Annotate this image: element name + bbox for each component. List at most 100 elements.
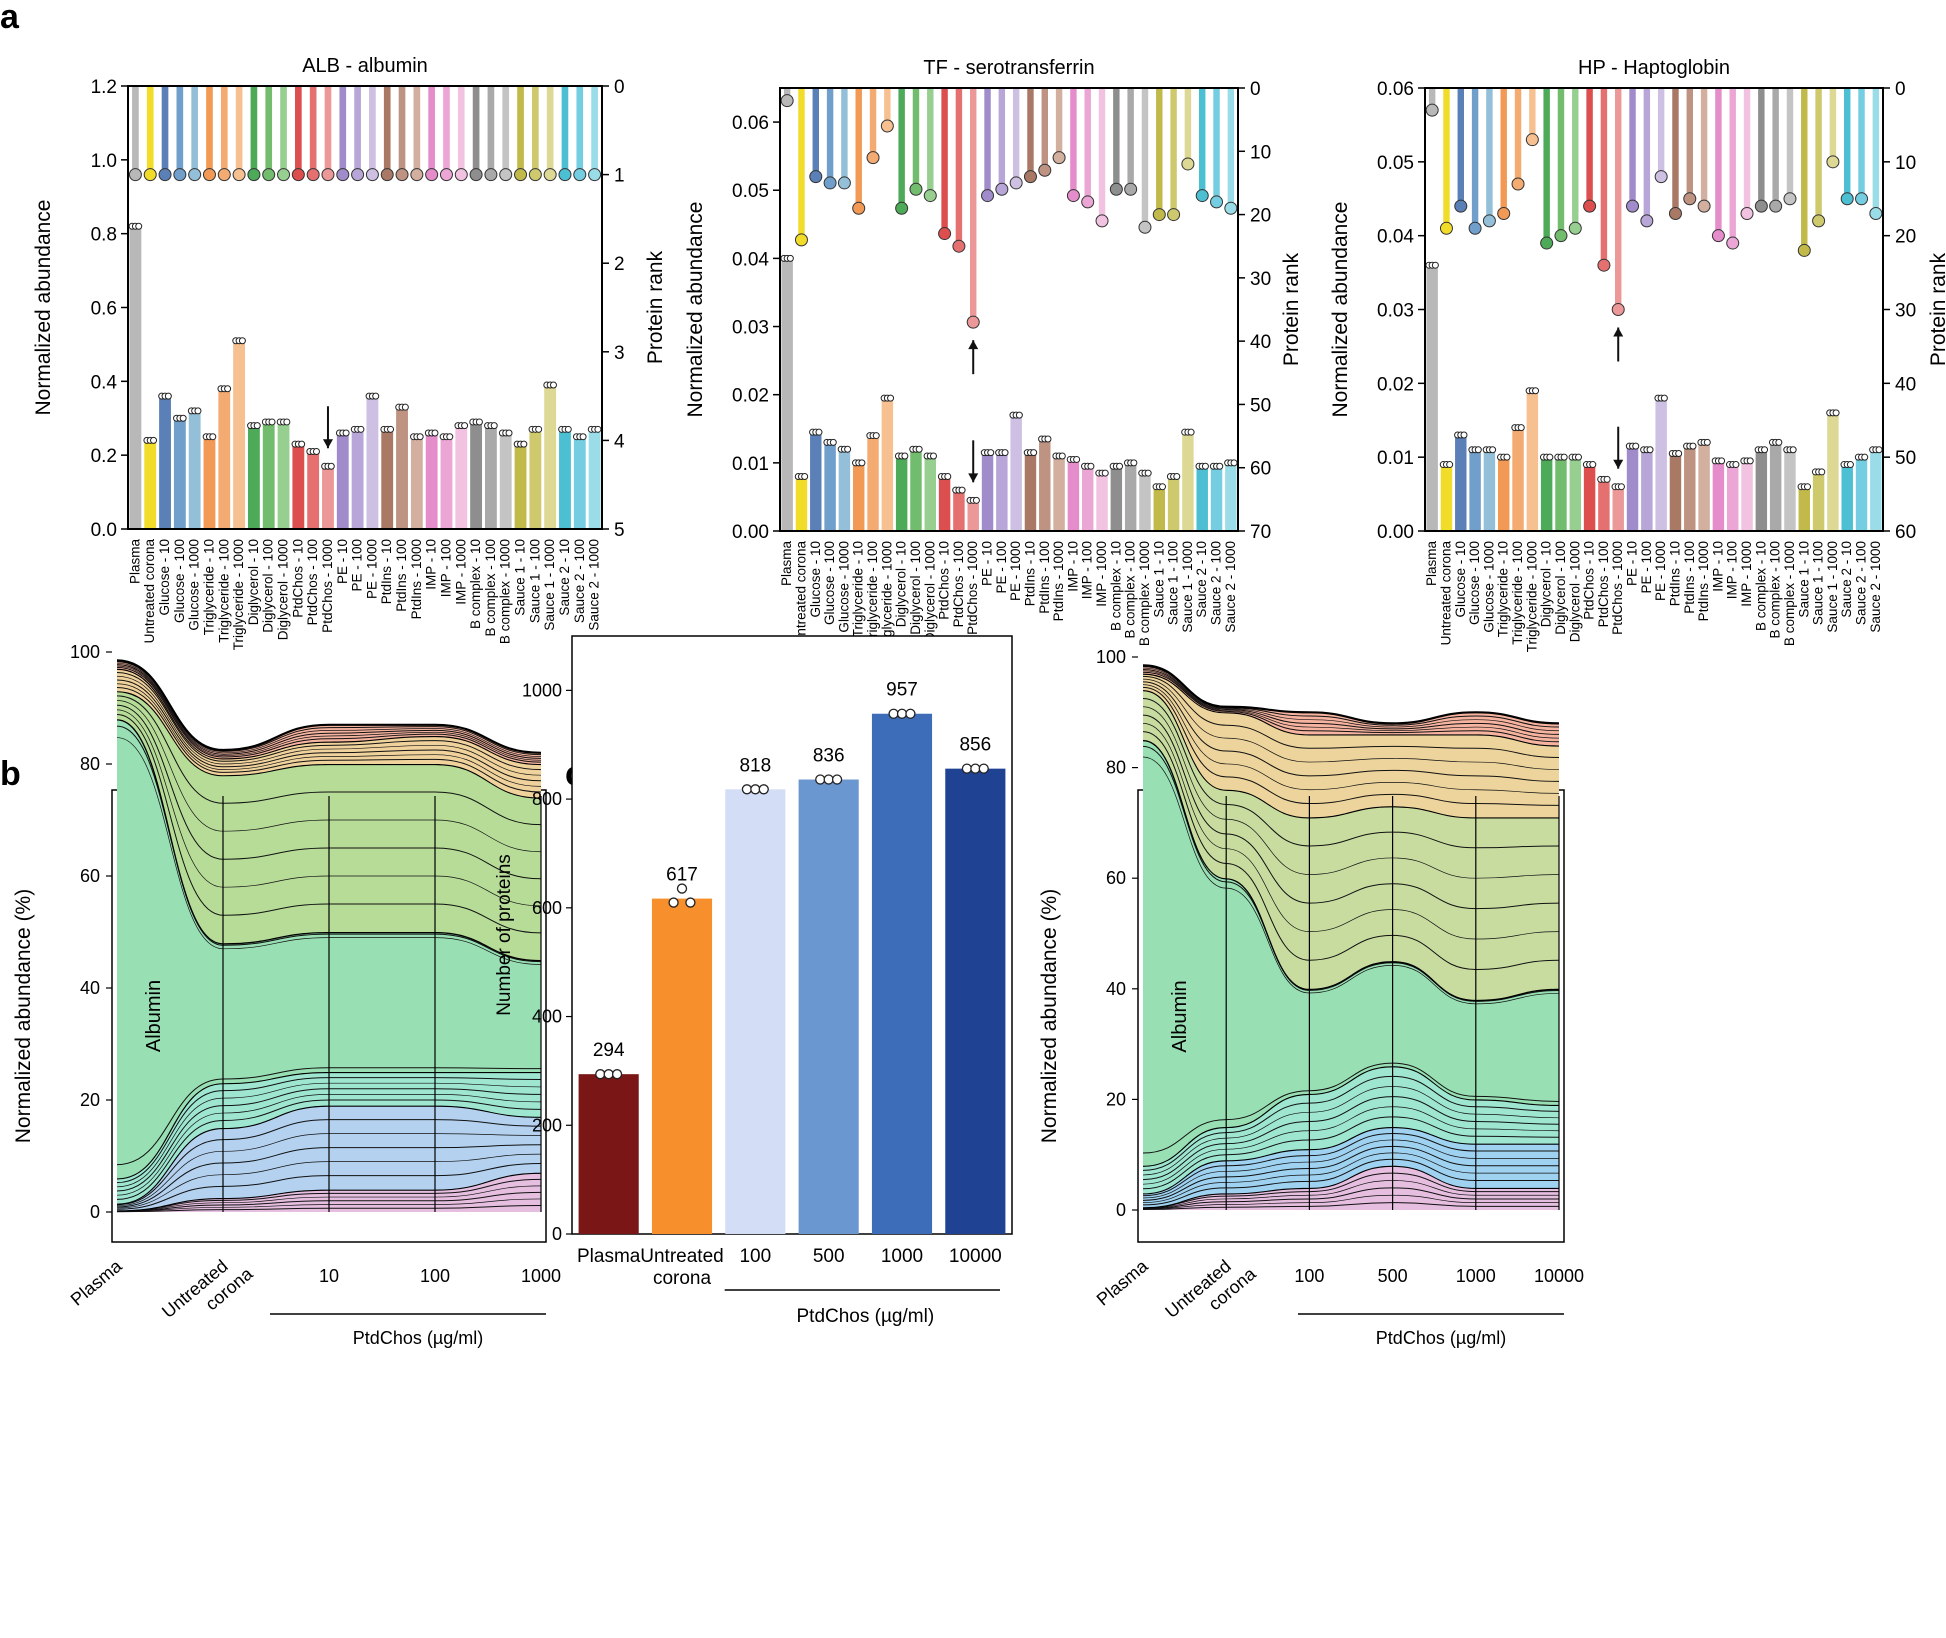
bar-untreated-corona [144, 440, 157, 529]
rank-marker-untreated-corona [143, 168, 157, 182]
category-label: B complex - 1000 [1782, 541, 1797, 646]
rank-marker-imp-1000 [1740, 207, 1754, 221]
replicate-point [1015, 411, 1023, 419]
replicate-point [505, 429, 513, 437]
y2-tick-label: 2 [614, 254, 625, 275]
x-tick-label: Untreatedcorona [158, 1246, 257, 1339]
chart-alb-albumin: ALB - albumin 0.0 0.2 0.4 0.6 0.8 1.0 1.2 0 1 2 3 4 5… [32, 55, 667, 650]
replicate-point [535, 425, 543, 433]
bar-imp-1000 [455, 425, 468, 529]
y2-tick-label: 0 [1250, 79, 1261, 100]
y-tick-label: 0.03 [732, 318, 769, 339]
rank-marker-triglyceride-100 [866, 151, 880, 165]
y-tick-label: 1.2 [91, 77, 117, 98]
x-tick-label: 100 [739, 1246, 771, 1267]
rank-marker-ptdchos-100 [952, 239, 966, 253]
category-label: Sauce 1 - 10 [513, 539, 528, 616]
x-tick-label: 10 [319, 1266, 339, 1286]
replicate-point [1030, 449, 1038, 457]
bar-glucose-10 [810, 432, 822, 531]
rank-marker-sauce-2-100 [573, 168, 587, 182]
bar-plasma [129, 226, 142, 530]
y-tick-label: 0 [90, 1202, 100, 1222]
replicate-point [164, 392, 172, 400]
arrow-head [968, 473, 979, 483]
category-label: B complex - 100 [483, 539, 498, 637]
stream-contour [1142, 1202, 1559, 1211]
replicate-point [594, 425, 602, 433]
category-label: B complex - 100 [1768, 541, 1783, 639]
rank-marker-pe-10 [981, 189, 995, 203]
category-label: PE - 100 [350, 539, 365, 592]
rank-marker-ptdins-1000 [410, 168, 424, 182]
category-label: Sauce 1 - 10 [1796, 541, 1811, 618]
replicate-point [357, 425, 365, 433]
category-label: Diglycerol - 10 [1539, 541, 1554, 627]
y-axis-label: Normalized abundance [1329, 202, 1352, 418]
chart-tf-serotransferrin: TF - serotransferrin 0.00 0.01 0.02 0.03 0.04… [684, 57, 1303, 652]
stream-contour [116, 1119, 542, 1206]
bar-ptdchos-1000 [967, 500, 979, 531]
bar-triglyceride-1000 [233, 340, 246, 529]
replicate-point [1044, 435, 1052, 443]
rank-marker-ptdins-10 [1023, 170, 1037, 184]
group-label: PtdChos (µg/ml) [353, 1328, 483, 1348]
bar-b-complex-10 [1110, 466, 1123, 531]
rank-marker-triglyceride-100 [217, 168, 231, 182]
replicate-point [1574, 453, 1582, 461]
replicate-point [829, 438, 837, 446]
bar-pe-1000 [1010, 415, 1022, 531]
category-label: IMP - 10 [1710, 541, 1725, 592]
stream-boundary-6 [1142, 664, 1560, 725]
stream-contour [1142, 1158, 1559, 1206]
rank-marker-plasma [128, 168, 142, 182]
stream-contour [116, 675, 542, 776]
y-tick-label: 0.03 [1377, 301, 1414, 322]
y-tick-label: 80 [1106, 758, 1126, 778]
stream-contour [1142, 686, 1560, 806]
rank-marker-glucose-10 [809, 170, 823, 184]
replicate-point [446, 433, 454, 441]
replicate-point [815, 428, 823, 436]
rank-marker-diglycerol-100 [1554, 229, 1568, 243]
category-label: Sauce 1 - 100 [527, 539, 542, 623]
rank-marker-sauce-2-10 [1840, 192, 1854, 206]
stream-layer-5 [1143, 673, 1559, 818]
replicate-point [595, 1069, 606, 1080]
category-label: PtdIns - 10 [1022, 541, 1037, 606]
bar-diglycerol-1000 [1569, 457, 1582, 531]
rank-marker-ptdchos-100 [306, 168, 320, 182]
category-label: Untreated corona [1438, 541, 1453, 646]
replicate-point [1431, 261, 1439, 269]
bar-imp-10 [1712, 460, 1725, 531]
rank-marker-imp-100 [1081, 195, 1095, 209]
bar-pe-100 [996, 452, 1008, 531]
category-label: PE - 10 [335, 539, 350, 584]
bar-ptdchos-10 [938, 476, 951, 531]
bar-imp-100 [1726, 464, 1739, 531]
stream-contour [1142, 1096, 1560, 1181]
stream-contour [1142, 667, 1560, 732]
category-label: Sauce 2 - 10 [557, 539, 572, 616]
category-label: Sauce 2 - 1000 [587, 539, 602, 631]
y2-tick-label: 10 [1895, 153, 1916, 174]
replicate-point [929, 452, 937, 460]
replicate-point [858, 459, 866, 467]
replicate-point [801, 472, 809, 480]
bar-ptdchos-10 [292, 444, 305, 529]
replicate-point [685, 897, 696, 908]
value-label: 957 [886, 680, 918, 701]
replicate-point [901, 452, 909, 460]
rank-marker-triglyceride-10 [852, 201, 866, 215]
y-tick-label: 0.01 [732, 454, 769, 475]
category-label: IMP - 1000 [453, 539, 468, 605]
y-tick-label: 600 [532, 898, 562, 918]
rank-marker-ptdins-10 [1668, 207, 1682, 221]
category-label: Glucose - 1000 [1481, 541, 1496, 633]
rank-marker-glucose-10 [1454, 199, 1468, 213]
category-label: PE - 1000 [1008, 541, 1023, 601]
stream-contour [116, 704, 542, 880]
replicate-point [1675, 449, 1683, 457]
category-label: Diglycerol - 100 [1553, 541, 1568, 635]
replicate-point [372, 392, 380, 400]
